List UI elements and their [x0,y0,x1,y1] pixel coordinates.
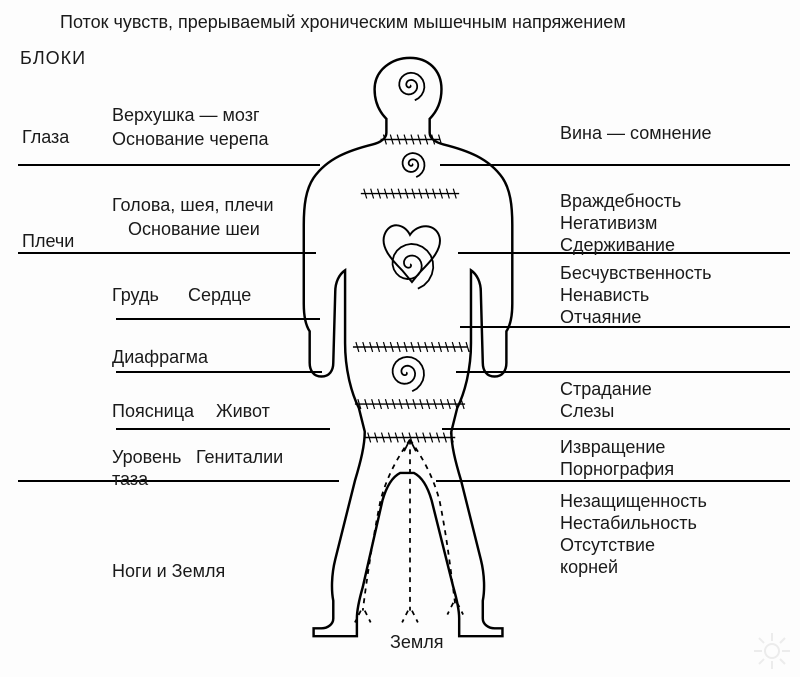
left-label: Верхушка — мозг [112,104,260,126]
right-label: Враждебность Негативизм Сдерживание [560,190,681,256]
diagram-page: Поток чувств, прерываемый хроническим мы… [0,0,800,677]
left-label: Поясница [112,400,194,422]
left-label: Уровень [112,446,181,468]
left-label: Ноги и Земля [112,560,225,582]
left-label: Основание черепа [112,128,269,150]
left-label: таза [112,468,148,490]
left-label: Голова, шея, плечи [112,194,274,216]
left-label: Плечи [22,230,74,252]
right-label: Бесчувственность Ненависть Отчаяние [560,262,712,328]
left-label: Диафрагма [112,346,208,368]
right-label: Страдание Слезы [560,378,652,422]
ground-label: Земля [390,632,444,653]
right-label: Извращение Порнография [560,436,674,480]
left-label: Сердце [188,284,251,306]
left-label: Глаза [22,126,69,148]
right-label: Незащищенность Нестабильность Отсутствие… [560,490,707,578]
left-label: Основание шеи [128,218,260,240]
sun-watermark-icon [752,631,792,671]
diagram-title: Поток чувств, прерываемый хроническим мы… [60,12,626,33]
body-figure [260,48,560,648]
right-label: Вина — сомнение [560,122,712,144]
left-label: Грудь [112,284,159,306]
blocks-heading: БЛОКИ [20,48,86,69]
